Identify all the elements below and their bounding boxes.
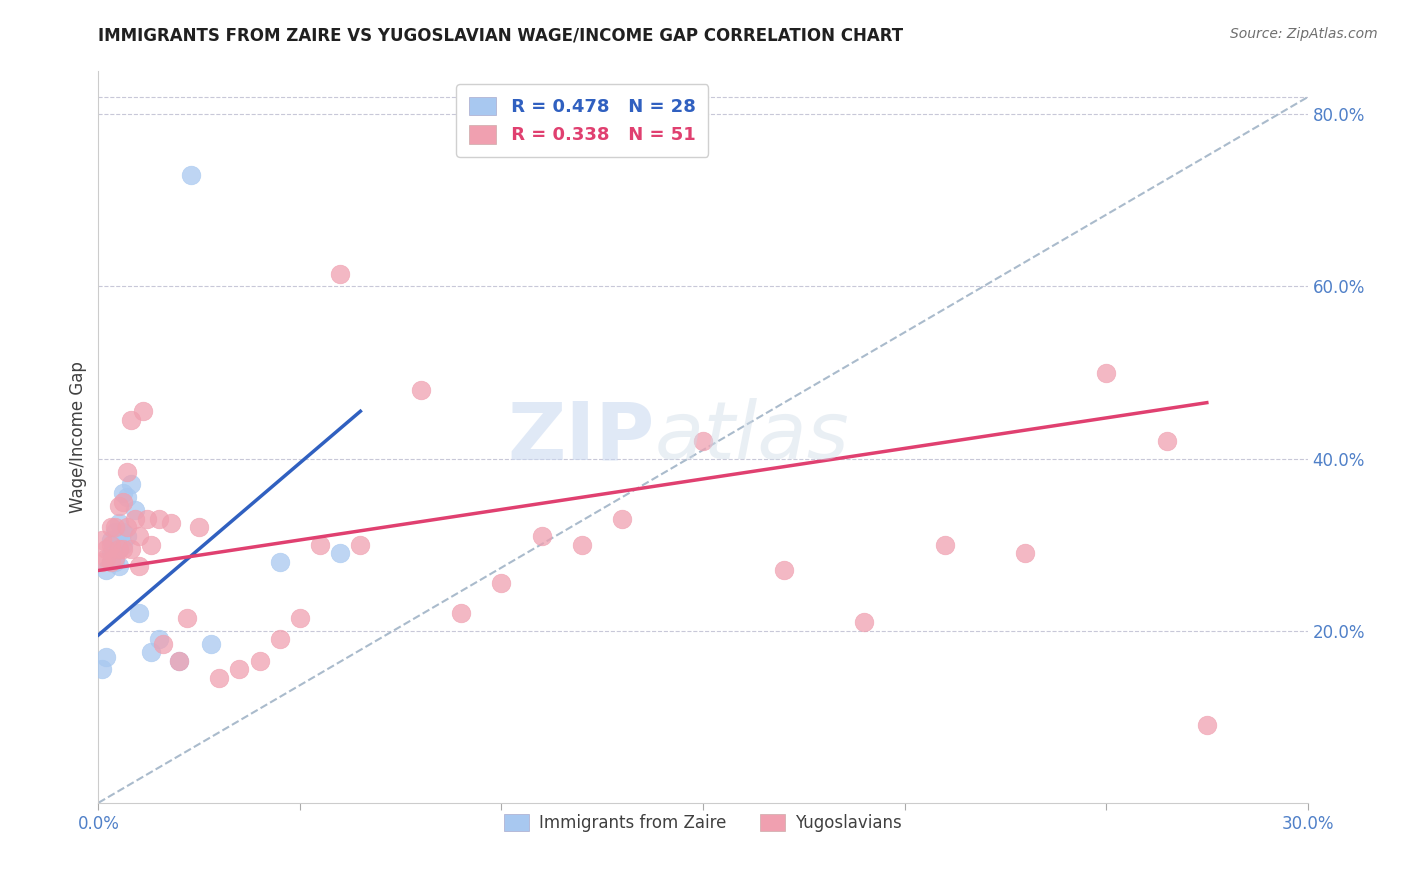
Point bbox=[128, 529, 150, 543]
Point bbox=[309, 538, 332, 552]
Point bbox=[96, 649, 118, 664]
Point bbox=[139, 645, 162, 659]
Point bbox=[148, 512, 170, 526]
Point bbox=[269, 555, 291, 569]
Point bbox=[111, 524, 134, 539]
Point bbox=[115, 491, 138, 505]
Point bbox=[124, 512, 146, 526]
Point bbox=[120, 541, 142, 556]
Point bbox=[100, 555, 122, 569]
Point bbox=[160, 516, 183, 530]
Text: Source: ZipAtlas.com: Source: ZipAtlas.com bbox=[1230, 27, 1378, 41]
Point bbox=[692, 434, 714, 449]
Text: atlas: atlas bbox=[655, 398, 849, 476]
Point bbox=[228, 662, 250, 676]
Point bbox=[934, 538, 956, 552]
Point bbox=[139, 538, 162, 552]
Point bbox=[111, 486, 134, 500]
Point bbox=[1195, 718, 1218, 732]
Point bbox=[111, 494, 134, 508]
Point bbox=[100, 555, 122, 569]
Point bbox=[1156, 434, 1178, 449]
Point bbox=[107, 529, 129, 543]
Point bbox=[135, 512, 157, 526]
Point bbox=[329, 267, 352, 281]
Point bbox=[107, 541, 129, 556]
Text: IMMIGRANTS FROM ZAIRE VS YUGOSLAVIAN WAGE/INCOME GAP CORRELATION CHART: IMMIGRANTS FROM ZAIRE VS YUGOSLAVIAN WAG… bbox=[98, 27, 904, 45]
Point bbox=[107, 499, 129, 513]
Point bbox=[1095, 366, 1118, 380]
Point bbox=[349, 538, 371, 552]
Point bbox=[91, 662, 114, 676]
Point bbox=[124, 503, 146, 517]
Point bbox=[115, 465, 138, 479]
Point bbox=[188, 520, 211, 534]
Point bbox=[111, 541, 134, 556]
Legend: Immigrants from Zaire, Yugoslavians: Immigrants from Zaire, Yugoslavians bbox=[498, 807, 908, 838]
Point bbox=[409, 383, 432, 397]
Point bbox=[772, 564, 794, 578]
Point bbox=[111, 538, 134, 552]
Text: ZIP: ZIP bbox=[508, 398, 655, 476]
Point bbox=[530, 529, 553, 543]
Point bbox=[612, 512, 634, 526]
Point bbox=[103, 555, 125, 569]
Point bbox=[329, 546, 352, 560]
Point bbox=[148, 632, 170, 647]
Point bbox=[115, 529, 138, 543]
Point bbox=[450, 607, 472, 621]
Point bbox=[100, 533, 122, 548]
Point bbox=[103, 524, 125, 539]
Point bbox=[269, 632, 291, 647]
Point bbox=[103, 520, 125, 534]
Y-axis label: Wage/Income Gap: Wage/Income Gap bbox=[69, 361, 87, 513]
Point bbox=[120, 413, 142, 427]
Point bbox=[107, 559, 129, 574]
Point bbox=[96, 550, 118, 565]
Point bbox=[208, 671, 231, 685]
Point bbox=[103, 550, 125, 565]
Point bbox=[491, 576, 513, 591]
Point bbox=[100, 546, 122, 560]
Point bbox=[176, 611, 198, 625]
Point bbox=[167, 654, 190, 668]
Point bbox=[107, 516, 129, 530]
Point bbox=[128, 559, 150, 574]
Point bbox=[91, 533, 114, 548]
Point bbox=[132, 404, 155, 418]
Point bbox=[96, 541, 118, 556]
Point bbox=[115, 520, 138, 534]
Point bbox=[120, 477, 142, 491]
Point bbox=[249, 654, 271, 668]
Point bbox=[853, 615, 876, 629]
Point bbox=[107, 541, 129, 556]
Point bbox=[128, 607, 150, 621]
Point bbox=[200, 637, 222, 651]
Point bbox=[96, 564, 118, 578]
Point bbox=[288, 611, 311, 625]
Point bbox=[180, 168, 202, 182]
Point bbox=[103, 538, 125, 552]
Point bbox=[100, 520, 122, 534]
Point bbox=[100, 538, 122, 552]
Point bbox=[91, 555, 114, 569]
Point bbox=[571, 538, 593, 552]
Point bbox=[167, 654, 190, 668]
Point bbox=[1014, 546, 1036, 560]
Point bbox=[152, 637, 174, 651]
